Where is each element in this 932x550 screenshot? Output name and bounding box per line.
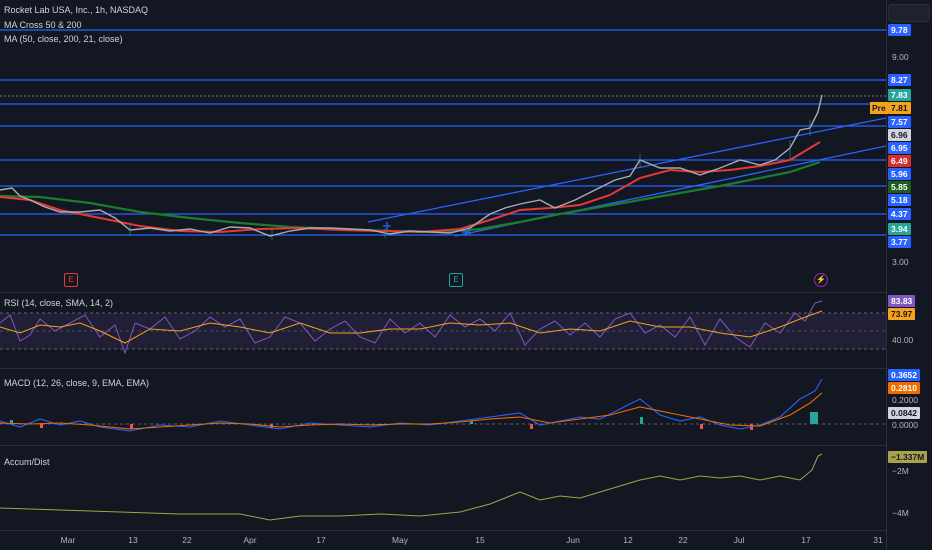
pane-separator[interactable] xyxy=(0,368,932,369)
rsi-legend[interactable]: RSI (14, close, SMA, 14, 2) xyxy=(4,298,114,308)
pane-separator[interactable] xyxy=(0,292,932,293)
channel-upper-line xyxy=(367,117,886,223)
price-tag-3.77: 3.77 xyxy=(888,236,911,248)
macd-hist-tag: 0.0842 xyxy=(888,407,920,419)
price-tag-7.81: 7.81 xyxy=(888,102,911,114)
time-label-13a: 13 xyxy=(128,535,138,545)
price-pane[interactable]: Rocket Lab USA, Inc., 1h, NASDAQ MA Cros… xyxy=(0,0,886,292)
price-tag-7.83: 7.83 xyxy=(888,89,911,101)
accum-dist-legend[interactable]: Accum/Dist xyxy=(4,457,50,467)
time-label-15: 15 xyxy=(475,535,485,545)
ma-legend[interactable]: MA (50, close, 200, 21, close) xyxy=(4,34,123,44)
time-label-12: 12 xyxy=(623,535,633,545)
time-label-22a: 22 xyxy=(182,535,192,545)
price-tag-5.85: 5.85 xyxy=(888,181,911,193)
ma-50-line xyxy=(0,141,821,234)
accum-dist-tag: −1.337M xyxy=(888,451,928,463)
price-tick-9: 9.00 xyxy=(892,52,909,62)
axis-settings-button[interactable] xyxy=(888,4,930,22)
price-tag-6.49: 6.49 xyxy=(888,155,911,167)
accum-dist-line xyxy=(0,453,823,521)
rsi-sma-line xyxy=(0,310,823,344)
time-label-31: 31 xyxy=(873,535,883,545)
time-label-22b: 22 xyxy=(678,535,688,545)
price-tag-6.95: 6.95 xyxy=(888,142,911,154)
price-tag-8.27: 8.27 xyxy=(888,74,911,86)
macd-value-tag: 0.3652 xyxy=(888,369,920,381)
rsi-tick-40: 40.00 xyxy=(892,335,914,345)
earnings-marker-1[interactable]: E xyxy=(64,273,78,287)
price-tag-3.94: 3.94 xyxy=(888,223,911,235)
accum-dist-pane[interactable]: Accum/Dist xyxy=(0,446,886,530)
rsi-line xyxy=(0,300,823,355)
accum-tick-4m: −4M xyxy=(892,508,909,518)
macd-pane[interactable]: MACD (12, 26, close, 9, EMA, EMA) xyxy=(0,369,886,445)
time-label-may: May xyxy=(391,535,409,545)
price-line xyxy=(0,94,823,237)
accum-tick-2m: −2M xyxy=(892,466,909,476)
pane-separator[interactable] xyxy=(0,530,932,531)
time-label-jun: Jun xyxy=(566,535,580,545)
time-label-17a: 17 xyxy=(316,535,326,545)
price-tag-7.57: 7.57 xyxy=(888,116,911,128)
price-tag-5.18: 5.18 xyxy=(888,194,911,206)
rsi-pane[interactable]: RSI (14, close, SMA, 14, 2) xyxy=(0,293,886,368)
macd-legend[interactable]: MACD (12, 26, close, 9, EMA, EMA) xyxy=(4,378,150,388)
price-tag-9.78: 9.78 xyxy=(888,24,911,36)
rsi-chart xyxy=(0,300,886,355)
macd-histogram xyxy=(10,412,818,430)
time-label-17b: 17 xyxy=(801,535,811,545)
macd-tick-0.2: 0.2000 xyxy=(892,395,918,405)
symbol-title[interactable]: Rocket Lab USA, Inc., 1h, NASDAQ xyxy=(4,5,149,15)
price-tag-6.96: 6.96 xyxy=(888,129,911,141)
price-tag-4.37: 4.37 xyxy=(888,208,911,220)
ma-cross-legend[interactable]: MA Cross 50 & 200 xyxy=(4,20,82,30)
premarket-label: Pre xyxy=(870,102,888,114)
time-label-mar: Mar xyxy=(60,535,76,545)
earnings-marker-2[interactable]: E xyxy=(449,273,463,287)
lightning-event-icon[interactable]: ⚡ xyxy=(814,273,828,287)
macd-chart xyxy=(0,378,886,432)
price-chart[interactable] xyxy=(0,0,886,292)
macd-signal-line xyxy=(0,392,823,430)
macd-signal-tag: 0.2810 xyxy=(888,382,920,394)
rsi-value-tag: 83.83 xyxy=(888,295,916,307)
price-tag-5.96: 5.96 xyxy=(888,168,911,180)
macd-tick-0: 0.0000 xyxy=(892,420,918,430)
macd-line xyxy=(0,378,823,432)
time-label-jul: Jul xyxy=(733,535,745,545)
time-label-apr: Apr xyxy=(243,535,257,545)
pane-separator[interactable] xyxy=(0,445,932,446)
accum-dist-chart xyxy=(0,453,823,521)
rsi-sma-tag: 73.97 xyxy=(888,308,916,320)
price-tick-3: 3.00 xyxy=(892,257,909,267)
